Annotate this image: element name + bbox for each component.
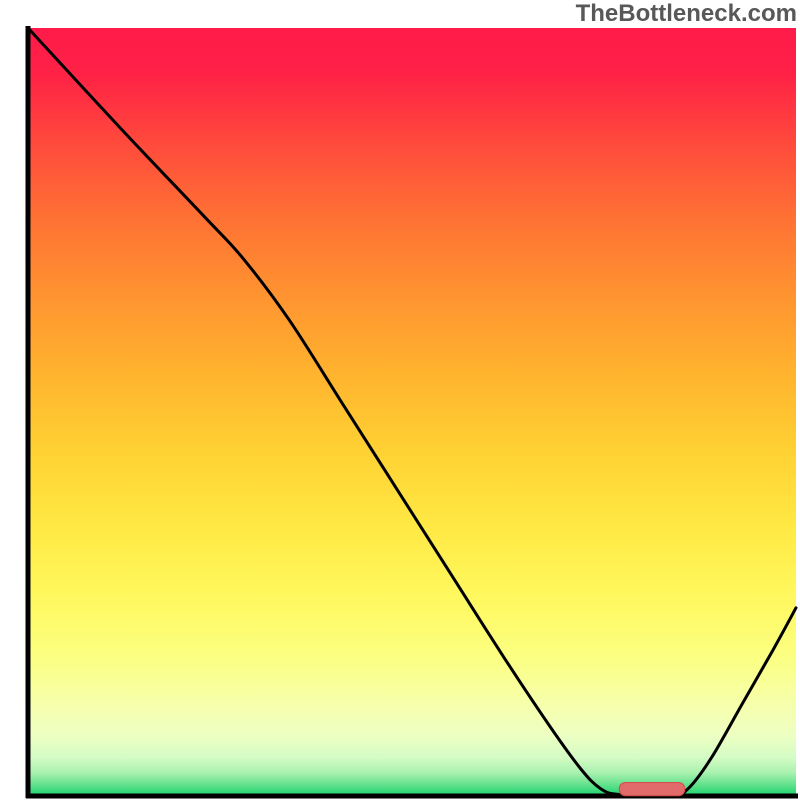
- watermark-text: TheBottleneck.com: [576, 0, 797, 27]
- bottleneck-chart: TheBottleneck.com: [0, 0, 800, 800]
- chart-svg: TheBottleneck.com: [0, 0, 800, 800]
- optimal-range-marker: [619, 783, 684, 796]
- gradient-background: [28, 28, 796, 796]
